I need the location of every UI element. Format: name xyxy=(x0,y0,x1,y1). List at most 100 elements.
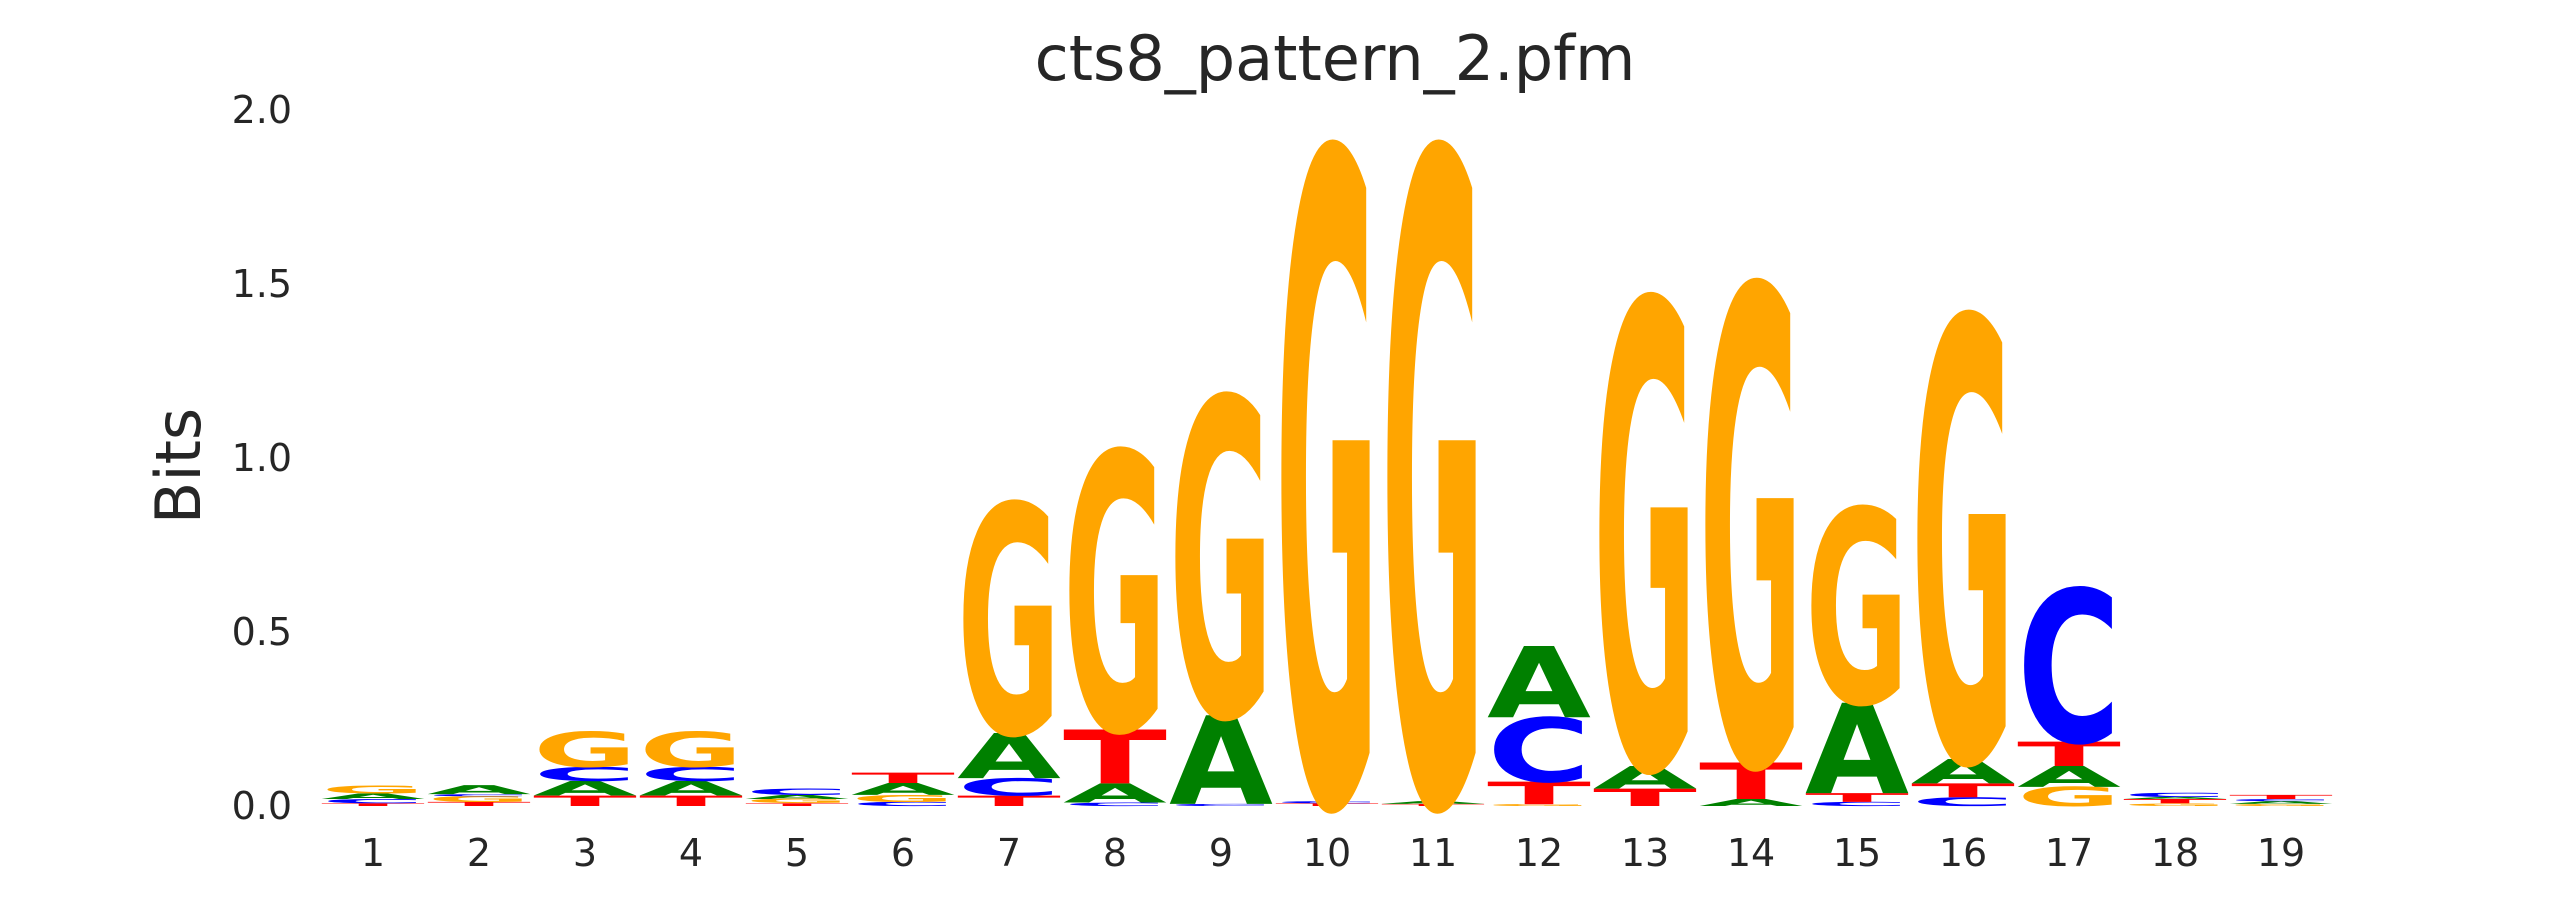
logo-letter-t: T xyxy=(1381,803,1485,806)
x-tick-label: 15 xyxy=(1833,831,1881,875)
logo-letter-a: A xyxy=(427,783,531,797)
logo-letter-a: A xyxy=(2123,796,2227,799)
logo-letter-a: A xyxy=(1169,692,1273,833)
logo-letter-t: T xyxy=(745,802,849,806)
logo-letter-t: T xyxy=(1805,791,1909,805)
logo-letter-a: A xyxy=(1805,679,1909,823)
logo-letter-c: C xyxy=(533,763,637,785)
logo-letter-t: T xyxy=(1593,784,1697,812)
logo-letter-t: T xyxy=(427,801,531,808)
x-tick-label: 1 xyxy=(361,831,385,875)
logo-letter-t: T xyxy=(957,793,1061,810)
x-tick-label: 16 xyxy=(1939,831,1987,875)
logo-letter-g: G xyxy=(321,784,425,796)
logo-letter-g: G xyxy=(745,798,849,805)
logo-letter-c: C xyxy=(1063,802,1167,808)
x-tick-label: 10 xyxy=(1303,831,1351,875)
y-axis-ticks: 0.0 0.5 1.0 1.5 2.0 xyxy=(232,88,292,828)
x-tick-label: 19 xyxy=(2257,831,2305,875)
x-tick-label: 14 xyxy=(1727,831,1775,875)
logo-letter-t: T xyxy=(851,770,955,787)
x-tick-label: 9 xyxy=(1209,831,1233,875)
logo-letter-g: G xyxy=(957,440,1061,807)
logo-letter-g: G xyxy=(2229,803,2333,806)
logo-letter-g: G xyxy=(639,723,743,779)
x-axis-ticks: 1 2 3 4 5 6 7 8 9 10 11 12 13 14 15 16 17 18 19 xyxy=(361,831,2305,875)
x-tick-label: 5 xyxy=(785,831,809,875)
logo-letter-g: G xyxy=(851,793,955,804)
logo-letter-t: T xyxy=(2017,735,2121,774)
logo-column-10: TCG xyxy=(1275,0,1379,900)
logo-column-14: ATG xyxy=(1699,156,1803,900)
logo-letter-c: C xyxy=(745,787,849,797)
logo-letter-a: A xyxy=(639,777,743,800)
logo-letter-g: G xyxy=(1381,0,1485,900)
logo-letter-a: A xyxy=(1487,627,1591,741)
logo-letter-g: G xyxy=(1911,198,2015,900)
logo-letter-c: C xyxy=(851,801,955,808)
logo-letter-c: C xyxy=(1169,803,1273,806)
logo-letter-t: T xyxy=(1487,775,1591,811)
logo-letter-a: A xyxy=(1911,753,2015,792)
logo-letter-g: G xyxy=(427,795,531,804)
logo-letter-g: G xyxy=(1487,804,1591,807)
logo-column-9: CAG xyxy=(1169,310,1273,833)
logo-letter-t: T xyxy=(1275,802,1379,806)
x-tick-label: 7 xyxy=(997,831,1021,875)
logo-letter-c: C xyxy=(1487,700,1591,802)
logo-letter-t: T xyxy=(2123,798,2227,805)
logo-column-13: TAG xyxy=(1593,174,1697,900)
logo-column-11: TAG xyxy=(1381,0,1485,900)
x-tick-label: 11 xyxy=(1409,831,1457,875)
y-tick-label: 0.0 xyxy=(232,784,292,828)
logo-letter-t: T xyxy=(321,802,425,806)
logo-letter-t: T xyxy=(533,793,637,810)
logo-letter-t: T xyxy=(1911,780,2015,802)
logo-letter-g: G xyxy=(1169,310,1273,818)
x-tick-label: 18 xyxy=(2151,831,2199,875)
logo-letter-c: C xyxy=(1805,801,1909,808)
y-tick-label: 0.5 xyxy=(232,610,292,654)
x-tick-label: 13 xyxy=(1621,831,1669,875)
logo-letter-g: G xyxy=(2017,782,2121,813)
logo-letter-g: G xyxy=(1593,174,1697,900)
x-tick-label: 12 xyxy=(1515,831,1563,875)
logo-letter-c: C xyxy=(427,794,531,797)
logo-letter-a: A xyxy=(957,721,1061,793)
logo-letter-a: A xyxy=(1381,800,1485,804)
x-tick-label: 6 xyxy=(891,831,915,875)
logo-letter-a: A xyxy=(745,794,850,801)
x-tick-label: 8 xyxy=(1103,831,1127,875)
y-axis-label: Bits xyxy=(142,408,215,524)
x-tick-label: 3 xyxy=(573,831,597,875)
logo-letter-g: G xyxy=(1063,376,1167,820)
logo-letter-a: A xyxy=(2017,760,2121,793)
logo-letter-c: C xyxy=(2017,548,2121,792)
logo-letter-t: T xyxy=(1699,753,1803,811)
logo-letter-c: C xyxy=(321,798,425,805)
logo-letter-g: G xyxy=(2123,803,2227,807)
logo-letter-c: C xyxy=(2123,792,2227,799)
logo-letter-c: C xyxy=(957,773,1061,801)
logo-letter-c: C xyxy=(1911,795,2015,809)
logo-letter-g: G xyxy=(533,723,637,779)
logo-letter-g: G xyxy=(1699,156,1803,900)
logo-letter-t: T xyxy=(1063,715,1167,801)
logo-letter-c: C xyxy=(1275,801,1379,804)
logo-letter-a: A xyxy=(321,792,425,801)
x-tick-label: 4 xyxy=(679,831,703,875)
logo-letter-a: A xyxy=(851,780,955,799)
